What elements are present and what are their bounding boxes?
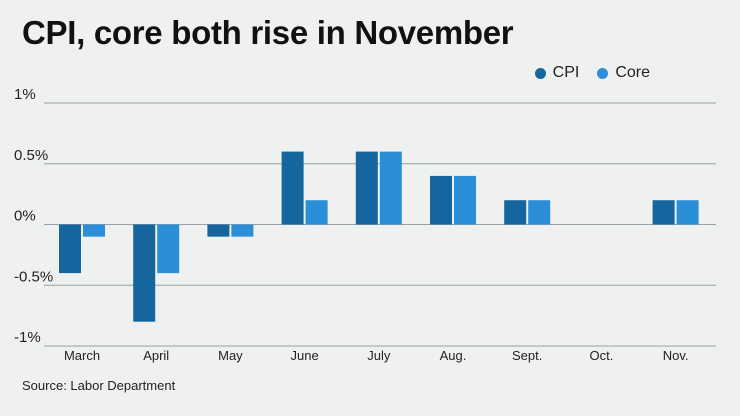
y-tick-label: 1% xyxy=(14,86,36,103)
legend-item-cpi: CPI xyxy=(534,64,580,82)
bar-cpi xyxy=(281,151,304,225)
x-tick-label: Aug. xyxy=(440,348,467,363)
bar-cpi xyxy=(355,151,378,225)
y-tick-label: -1% xyxy=(14,329,41,346)
y-tick-label: 0% xyxy=(14,208,36,225)
bar-core xyxy=(231,224,254,237)
legend-swatch-cpi xyxy=(534,67,546,79)
x-tick-label: Oct. xyxy=(589,348,613,363)
bar-cpi xyxy=(430,175,452,225)
x-tick-label: Nov. xyxy=(663,348,689,363)
legend-label-cpi: CPI xyxy=(552,64,580,81)
x-tick-label: July xyxy=(367,348,391,363)
bar-core xyxy=(305,200,328,225)
x-tick-label: April xyxy=(143,348,169,363)
x-tick-label: Sept. xyxy=(512,348,542,363)
bar-cpi xyxy=(59,224,81,274)
bar-core xyxy=(83,224,105,237)
source-note: Source: Labor Department xyxy=(22,378,176,393)
legend-item-core: Core xyxy=(597,64,650,82)
bar-core xyxy=(379,151,402,225)
y-tick-label: 0.5% xyxy=(14,147,48,164)
y-tick-label: -0.5% xyxy=(14,268,53,285)
bar-core xyxy=(454,175,476,225)
bar-cpi xyxy=(652,200,675,225)
bar-core xyxy=(528,200,551,225)
bar-cpi xyxy=(207,224,230,237)
x-tick-label: June xyxy=(290,348,318,363)
x-tick-label: March xyxy=(64,348,100,363)
legend-label-core: Core xyxy=(615,64,650,81)
bar-cpi xyxy=(504,200,527,225)
chart-title: CPI, core both rise in November xyxy=(22,14,514,51)
bar-core xyxy=(676,200,699,225)
legend-swatch-core xyxy=(597,67,609,79)
bar-core xyxy=(157,224,180,274)
chart-legend: CPI Core xyxy=(525,64,650,82)
bar-cpi xyxy=(133,224,156,322)
x-tick-label: May xyxy=(218,348,243,363)
